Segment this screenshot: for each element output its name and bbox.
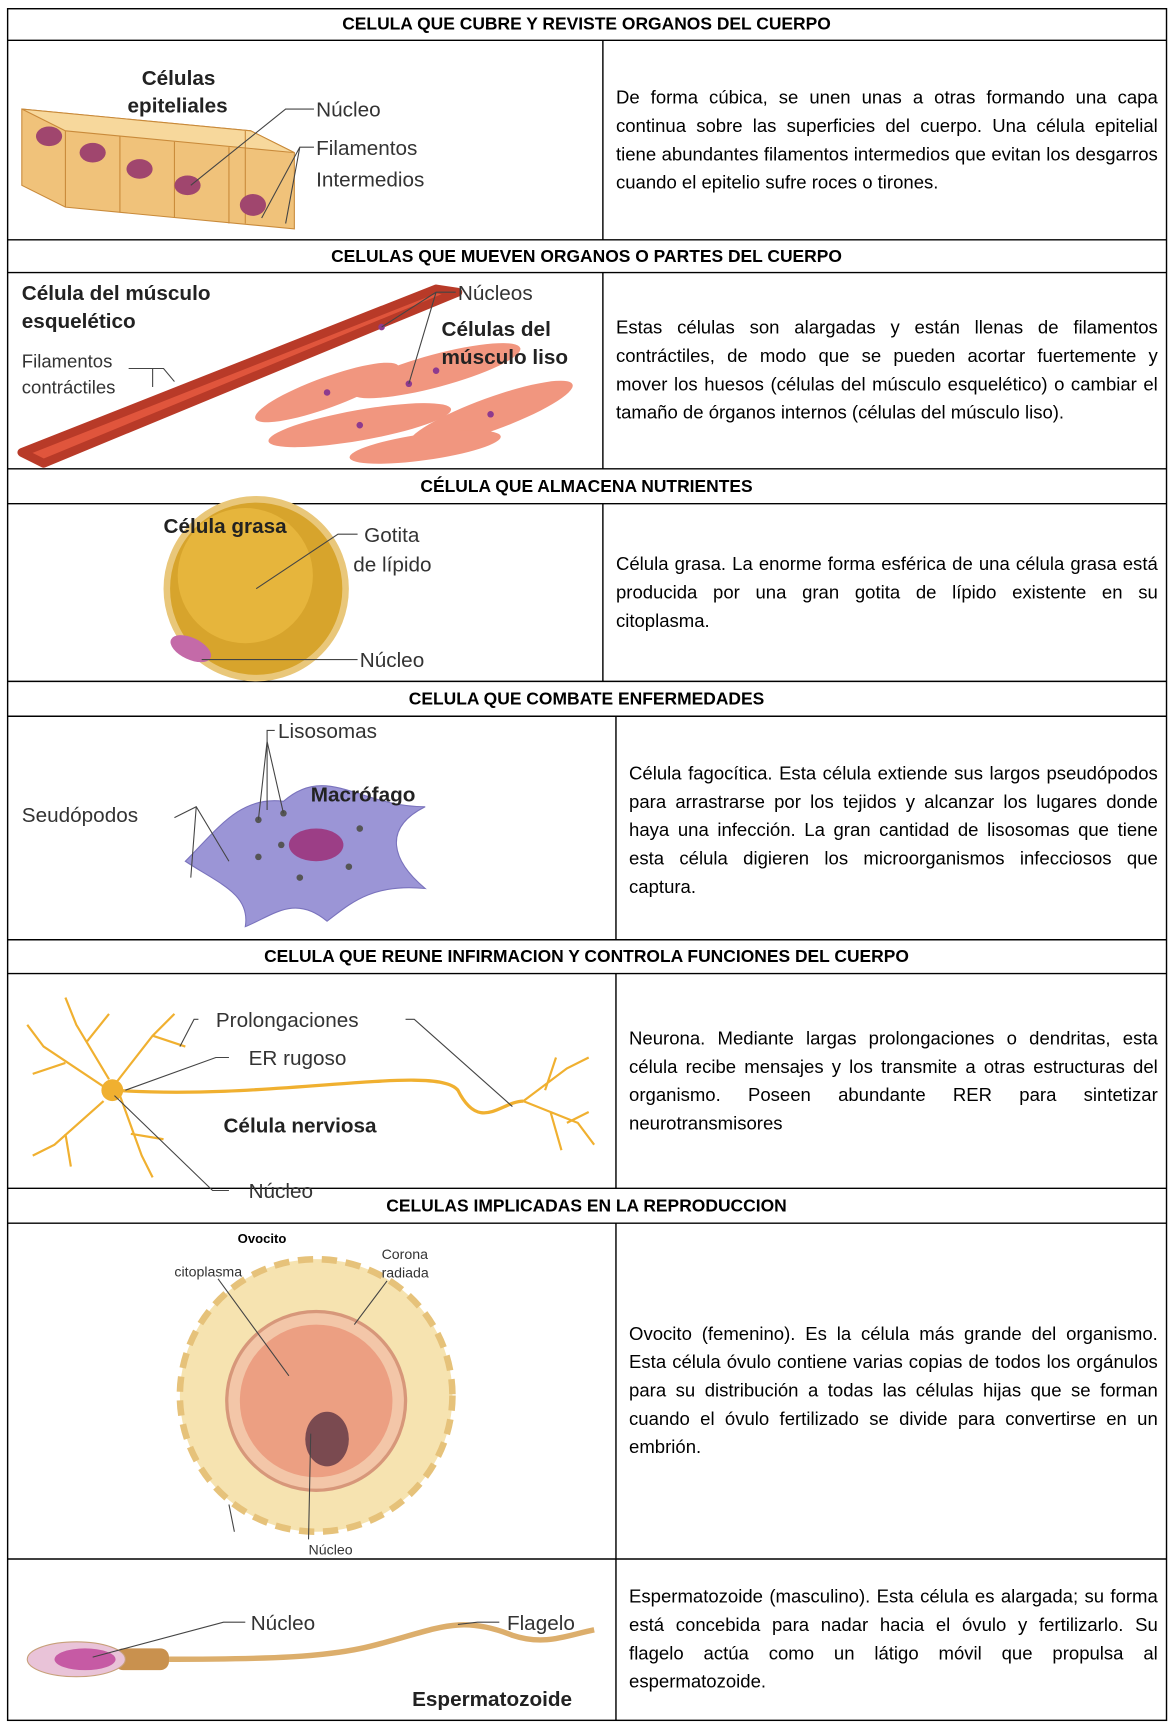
figure-label: Intermedios <box>316 168 424 191</box>
neuron-illustration <box>26 997 596 1192</box>
description-cell: Célula fagocítica. Esta célula extiende … <box>629 722 1158 940</box>
description: De forma cúbica, se unen unas a otras fo… <box>615 86 1158 193</box>
figure-label: Prolongaciones <box>216 1009 359 1032</box>
figure-label: Filamentos <box>316 137 417 160</box>
figure-label: Células <box>142 67 216 90</box>
section-title: CÉLULA QUE ALMACENA NUTRIENTES <box>420 475 752 496</box>
description: Estas células son alargadas y están llen… <box>615 317 1158 423</box>
figure-label: Núcleo <box>251 1612 315 1635</box>
description: Espermatozoide (masculino). Esta célula … <box>629 1586 1158 1692</box>
figure-label: Células del <box>442 318 551 341</box>
sperm-illustration: Núcleo Flagelo Espermatozoide <box>26 1612 595 1711</box>
figure-label: Núcleo <box>316 99 380 122</box>
figure-label: citoplasma <box>174 1265 242 1281</box>
figure-label: Lisosomas <box>278 720 377 743</box>
section-title: CELULAS IMPLICADAS EN LA REPRODUCCION <box>386 1195 786 1215</box>
figure-label: Célula grasa <box>164 515 288 538</box>
figure-label: Seudópodos <box>22 804 138 827</box>
figure-label: esquelético <box>22 310 136 333</box>
figure-label: Espermatozoide <box>412 1688 572 1711</box>
figure-label: músculo liso <box>442 346 569 369</box>
table-borders <box>6 8 1168 1722</box>
figure-label: de lípido <box>353 553 431 576</box>
description-cell: De forma cúbica, se unen unas a otras fo… <box>616 40 1158 240</box>
macrophage-illustration: Lisosomas Seudópodos Macrófago <box>22 720 427 928</box>
figure-label: Núcleo <box>360 649 424 672</box>
description: Célula fagocítica. Esta célula extiende … <box>629 763 1158 898</box>
description-cell: Ovocito (femenino). Es la célula más gra… <box>629 1223 1158 1559</box>
section-title: CELULA QUE REUNE INFIRMACION Y CONTROLA … <box>264 946 909 966</box>
oocyte-illustration: Ovocito citoplasma Corona radiada Núcleo <box>174 1231 456 1559</box>
figure-label: Flagelo <box>507 1612 575 1635</box>
section-title: CELULA QUE COMBATE ENFERMEDADES <box>409 689 765 709</box>
figure-label: Núcleo <box>249 1180 313 1203</box>
description: Neurona. Mediante largas prolongaciones … <box>629 1027 1158 1134</box>
description-cell: Célula grasa. La enorme forma esférica d… <box>616 504 1158 682</box>
figure-label: Núcleo <box>309 1543 353 1559</box>
description-cell: Estas células son alargadas y están llen… <box>616 273 1158 469</box>
figure-label: Filamentos <box>22 350 113 371</box>
figure-label: Célula del músculo <box>22 282 211 305</box>
description: Ovocito (femenino). Es la célula más gra… <box>629 1323 1158 1458</box>
figure-label: contráctiles <box>22 377 116 398</box>
figure-label: Corona <box>382 1247 429 1263</box>
figure-label: Macrófago <box>311 783 416 806</box>
figure-label: Ovocito <box>238 1231 287 1246</box>
muscle-illustration: Célula del músculo esquelético Filamento… <box>17 282 573 468</box>
description: Célula grasa. La enorme forma esférica d… <box>615 553 1158 631</box>
figure-label: radiada <box>382 1266 429 1282</box>
figure-label: Núcleos <box>458 282 533 305</box>
description-cell: Espermatozoide (masculino). Esta célula … <box>629 1559 1158 1720</box>
section-title: CELULAS QUE MUEVEN ORGANOS O PARTES DEL … <box>331 246 842 266</box>
figure-label: ER rugoso <box>249 1047 347 1070</box>
description-cell: Neurona. Mediante largas prolongaciones … <box>629 974 1158 1189</box>
figure-label: epiteliales <box>128 94 228 117</box>
epithelial-illustration: Células epiteliales Núcleo Filamentos In… <box>21 67 424 230</box>
section-title: CELULA QUE CUBRE Y REVISTE ORGANOS DEL C… <box>342 14 831 34</box>
fat-cell-illustration: Célula grasa Gotita de lípido Núcleo <box>163 496 432 682</box>
figure-label: Gotita <box>364 524 420 547</box>
figure-label: Célula nerviosa <box>223 1115 377 1138</box>
